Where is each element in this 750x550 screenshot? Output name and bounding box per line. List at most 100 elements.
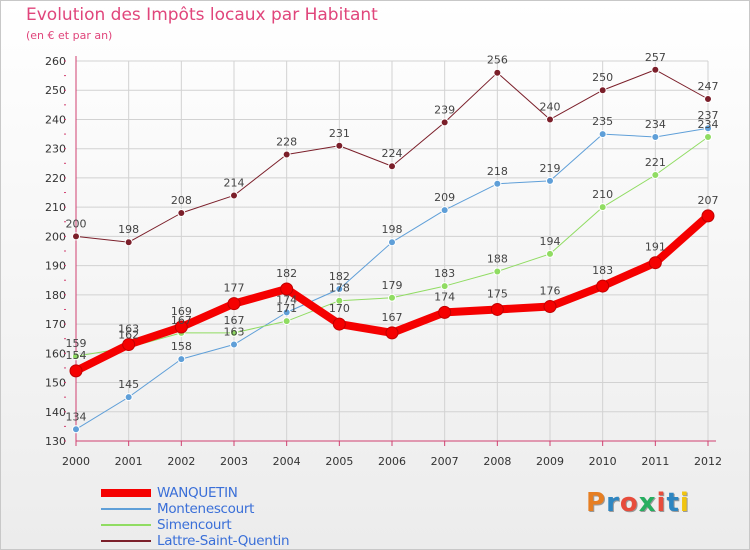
point-wanquetin-2001 [122, 338, 136, 352]
point-simencourt-2009 [546, 249, 554, 258]
y-tick-label-170: 170 [45, 318, 66, 331]
point-montenescourt-2003 [230, 340, 238, 349]
data-label-montenescourt-2003: 163 [224, 326, 245, 339]
point-simencourt-2005 [335, 296, 344, 305]
legend-label-lattre-saint-quentin: Lattre-Saint-Quentin [157, 533, 290, 549]
x-tick-label-2011: 2011 [641, 455, 669, 468]
data-label-lattre-saint-quentin-2001: 198 [118, 223, 139, 236]
data-label-simencourt-2006: 179 [382, 279, 403, 292]
point-simencourt-2008 [493, 267, 502, 276]
x-tick-label-2001: 2001 [115, 455, 143, 468]
data-label-montenescourt-2008: 218 [487, 165, 508, 178]
data-label-lattre-saint-quentin-2007: 239 [434, 103, 455, 116]
y-tick-label-150: 150 [45, 377, 66, 390]
point-montenescourt-2001 [124, 393, 133, 402]
legend: WANQUETIN Montenescourt Simencourt Lattr… [101, 485, 290, 549]
point-simencourt-2006 [388, 293, 396, 302]
point-wanquetin-2004 [280, 282, 294, 296]
x-tick-label-2007: 2007 [431, 455, 459, 468]
point-simencourt-2011 [651, 171, 660, 179]
point-lattre-saint-quentin-2008 [493, 68, 502, 77]
proxiti-logo: Proxiti [586, 488, 690, 518]
data-label-lattre-saint-quentin-2012: 247 [698, 80, 719, 93]
data-label-lattre-saint-quentin-2011: 257 [645, 51, 666, 64]
point-wanquetin-2002 [174, 320, 188, 334]
data-label-montenescourt-2011: 234 [645, 118, 666, 131]
point-lattre-saint-quentin-2012 [704, 95, 712, 103]
data-label-simencourt-2011: 221 [645, 156, 666, 169]
point-wanquetin-2012 [701, 209, 715, 223]
legend-swatch-wanquetin [101, 489, 151, 497]
data-label-lattre-saint-quentin-2008: 256 [487, 54, 508, 67]
data-label-wanquetin-2009: 176 [540, 285, 561, 298]
point-montenescourt-2000 [72, 425, 80, 434]
y-tick-label-200: 200 [45, 230, 66, 243]
data-label-wanquetin-2011: 191 [645, 241, 666, 254]
data-label-wanquetin-2012: 207 [698, 194, 719, 207]
x-tick-label-2000: 2000 [62, 455, 90, 468]
data-label-montenescourt-2006: 198 [382, 223, 403, 236]
data-label-simencourt-2002: 167 [171, 314, 192, 327]
data-label-montenescourt-2004: 174 [276, 293, 297, 306]
y-tick-label-160: 160 [45, 347, 66, 360]
data-label-simencourt-2003: 167 [224, 314, 245, 327]
point-montenescourt-2007 [440, 206, 449, 215]
point-montenescourt-2010 [598, 130, 607, 139]
point-lattre-saint-quentin-2006 [388, 162, 396, 171]
point-montenescourt-2006 [388, 238, 396, 247]
legend-item-simencourt: Simencourt [101, 517, 289, 533]
x-tick-label-2002: 2002 [167, 455, 195, 468]
data-label-simencourt-2005: 178 [329, 282, 350, 295]
data-label-montenescourt-2002: 158 [171, 340, 192, 353]
y-tick-label-190: 190 [45, 260, 66, 273]
point-montenescourt-2012 [704, 124, 712, 133]
x-tick-label-2010: 2010 [589, 455, 617, 468]
y-tick-label-250: 250 [45, 84, 66, 97]
data-label-montenescourt-2005: 182 [329, 270, 350, 283]
point-wanquetin-2006 [385, 326, 399, 340]
data-label-lattre-saint-quentin-2005: 231 [329, 127, 350, 140]
data-label-wanquetin-2002: 169 [171, 305, 192, 318]
legend-swatch-montenescourt [101, 508, 151, 510]
x-tick-label-2003: 2003 [220, 455, 248, 468]
point-simencourt-2012 [704, 133, 712, 141]
data-label-lattre-saint-quentin-2006: 224 [382, 147, 403, 160]
data-label-wanquetin-2001: 163 [118, 323, 139, 336]
y-tick-label-220: 220 [45, 172, 66, 185]
point-montenescourt-2005 [335, 285, 344, 293]
data-label-simencourt-2007: 183 [434, 267, 455, 280]
point-montenescourt-2008 [493, 179, 502, 188]
data-label-wanquetin-2005: 170 [329, 302, 350, 315]
point-simencourt-2004 [282, 317, 291, 326]
point-lattre-saint-quentin-2003 [230, 191, 238, 200]
chart-subtitle: (en € et par an) [26, 29, 113, 42]
data-label-wanquetin-2006: 167 [382, 311, 403, 324]
point-simencourt-2007 [440, 282, 449, 291]
data-label-montenescourt-2010: 235 [592, 115, 613, 128]
data-label-wanquetin-2007: 174 [434, 290, 455, 303]
legend-item-lattre-saint-quentin: Lattre-Saint-Quentin [101, 533, 290, 549]
point-montenescourt-2004 [282, 308, 291, 317]
x-tick-label-2006: 2006 [378, 455, 406, 468]
point-simencourt-2010 [598, 203, 607, 212]
data-label-wanquetin-2008: 175 [487, 287, 508, 300]
data-label-simencourt-2004: 171 [276, 302, 297, 315]
point-wanquetin-2010 [596, 279, 610, 293]
point-montenescourt-2002 [177, 355, 186, 364]
data-label-simencourt-2009: 194 [540, 235, 561, 248]
y-tick-label-180: 180 [45, 289, 66, 302]
point-wanquetin-2005 [332, 317, 346, 331]
y-tick-label-230: 230 [45, 143, 66, 156]
x-tick-label-2005: 2005 [325, 455, 353, 468]
data-label-lattre-saint-quentin-2010: 250 [592, 71, 613, 84]
data-label-simencourt-2010: 210 [592, 188, 613, 201]
data-label-lattre-saint-quentin-2009: 240 [540, 100, 561, 113]
point-lattre-saint-quentin-2002 [177, 209, 186, 217]
point-lattre-saint-quentin-2010 [598, 86, 607, 95]
point-lattre-saint-quentin-2011 [651, 65, 660, 74]
data-label-lattre-saint-quentin-2002: 208 [171, 194, 192, 207]
x-tick-label-2008: 2008 [483, 455, 511, 468]
data-label-simencourt-2000: 159 [66, 337, 87, 350]
y-tick-label-240: 240 [45, 113, 66, 126]
